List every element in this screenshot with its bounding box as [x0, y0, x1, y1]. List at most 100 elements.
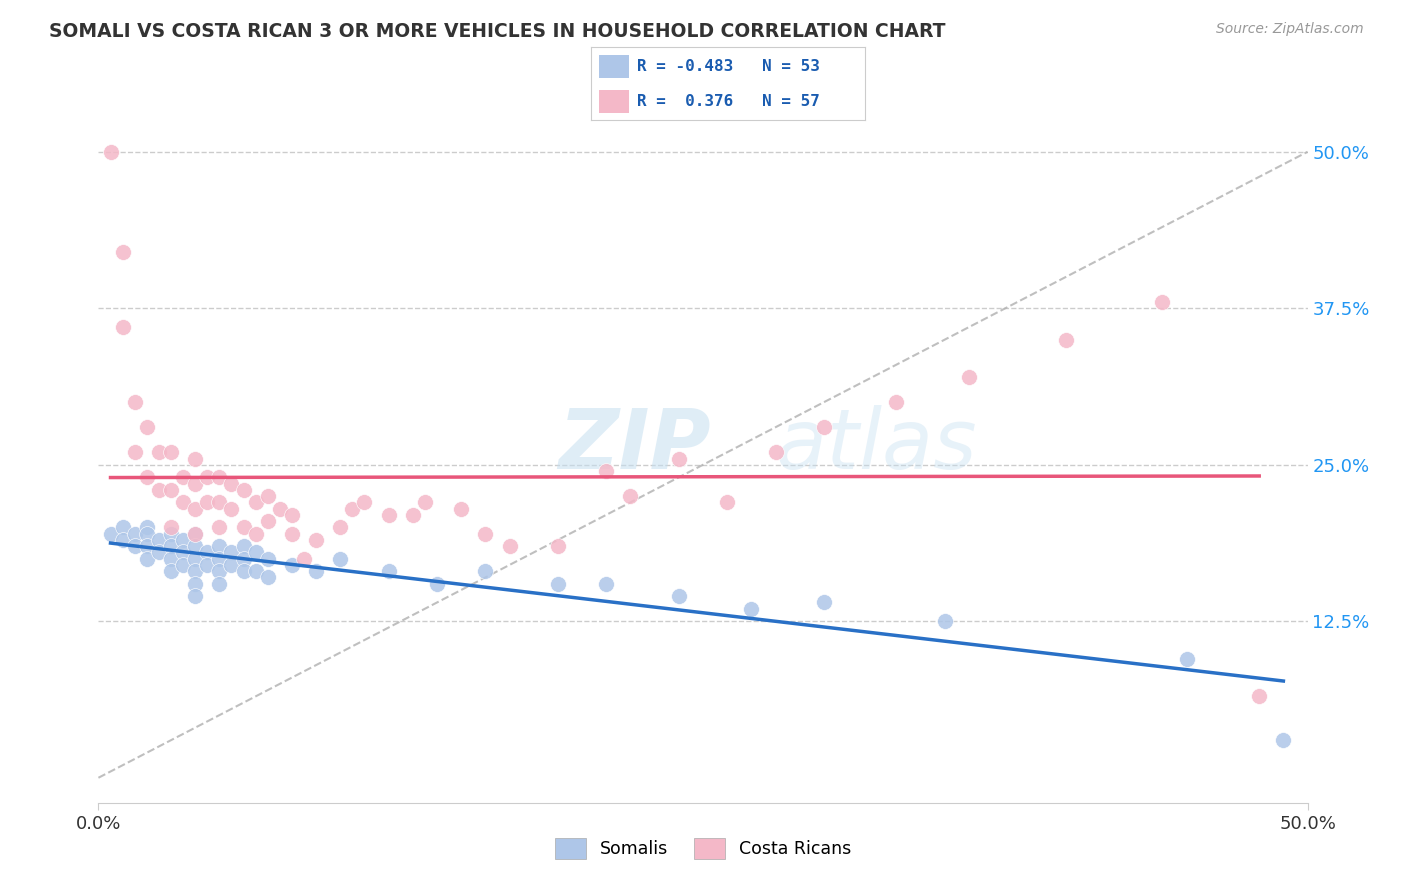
Point — [135, 539, 157, 553]
Text: R =  0.376   N = 57: R = 0.376 N = 57 — [637, 94, 820, 109]
Point — [413, 495, 436, 509]
Point — [111, 520, 134, 534]
Point — [426, 576, 449, 591]
Point — [329, 551, 352, 566]
Point — [474, 526, 496, 541]
Point — [124, 539, 146, 553]
Point — [595, 464, 617, 478]
Point — [195, 470, 218, 484]
Point — [245, 526, 267, 541]
Point — [547, 576, 569, 591]
Point — [245, 495, 267, 509]
Point — [172, 470, 194, 484]
Point — [184, 501, 207, 516]
Point — [232, 564, 254, 578]
Point — [245, 564, 267, 578]
Point — [377, 508, 399, 522]
Point — [100, 145, 122, 159]
Point — [208, 495, 231, 509]
Point — [172, 558, 194, 572]
Text: Source: ZipAtlas.com: Source: ZipAtlas.com — [1216, 22, 1364, 37]
Point — [148, 483, 170, 497]
Point — [765, 445, 787, 459]
Point — [329, 520, 352, 534]
Text: SOMALI VS COSTA RICAN 3 OR MORE VEHICLES IN HOUSEHOLD CORRELATION CHART: SOMALI VS COSTA RICAN 3 OR MORE VEHICLES… — [49, 22, 946, 41]
Point — [135, 420, 157, 434]
Point — [1054, 333, 1077, 347]
Text: R = -0.483   N = 53: R = -0.483 N = 53 — [637, 59, 820, 74]
Point — [1152, 295, 1174, 310]
Point — [1249, 690, 1271, 704]
Point — [740, 601, 762, 615]
Point — [124, 445, 146, 459]
Point — [208, 576, 231, 591]
Point — [269, 501, 291, 516]
Point — [195, 558, 218, 572]
Point — [716, 495, 738, 509]
Point — [160, 483, 183, 497]
Point — [124, 526, 146, 541]
Point — [172, 533, 194, 547]
Point — [184, 526, 207, 541]
Point — [208, 539, 231, 553]
Point — [195, 545, 218, 559]
Point — [498, 539, 520, 553]
Point — [256, 570, 278, 584]
Point — [402, 508, 425, 522]
Point — [619, 489, 641, 503]
Point — [135, 520, 157, 534]
Point — [221, 558, 243, 572]
Point — [221, 476, 243, 491]
Point — [160, 520, 183, 534]
Point — [184, 476, 207, 491]
Point — [160, 564, 183, 578]
Point — [813, 420, 835, 434]
Text: ZIP: ZIP — [558, 406, 710, 486]
Point — [184, 564, 207, 578]
Point — [668, 589, 690, 603]
Text: atlas: atlas — [776, 406, 977, 486]
Point — [342, 501, 364, 516]
Point — [208, 551, 231, 566]
Point — [281, 526, 304, 541]
Point — [172, 495, 194, 509]
Point — [135, 526, 157, 541]
Point — [111, 244, 134, 259]
Point — [281, 508, 304, 522]
Point — [135, 551, 157, 566]
Point — [256, 489, 278, 503]
Point — [232, 483, 254, 497]
Point — [172, 545, 194, 559]
Point — [111, 533, 134, 547]
Point — [160, 526, 183, 541]
Point — [148, 445, 170, 459]
Point — [256, 514, 278, 528]
Point — [595, 576, 617, 591]
Point — [353, 495, 375, 509]
Point — [208, 564, 231, 578]
Point — [232, 551, 254, 566]
Point — [221, 545, 243, 559]
Point — [668, 451, 690, 466]
Point — [148, 545, 170, 559]
Point — [148, 533, 170, 547]
Point — [135, 470, 157, 484]
Point — [256, 551, 278, 566]
Point — [160, 445, 183, 459]
Point — [184, 451, 207, 466]
Point — [377, 564, 399, 578]
Point — [292, 551, 315, 566]
Point — [221, 501, 243, 516]
Point — [305, 533, 328, 547]
Legend: Somalis, Costa Ricans: Somalis, Costa Ricans — [548, 831, 858, 865]
Point — [1272, 733, 1295, 747]
Point — [124, 395, 146, 409]
Point — [160, 551, 183, 566]
Point — [184, 576, 207, 591]
Point — [184, 526, 207, 541]
Point — [111, 320, 134, 334]
Point — [184, 539, 207, 553]
Point — [281, 558, 304, 572]
Point — [245, 545, 267, 559]
Point — [184, 551, 207, 566]
